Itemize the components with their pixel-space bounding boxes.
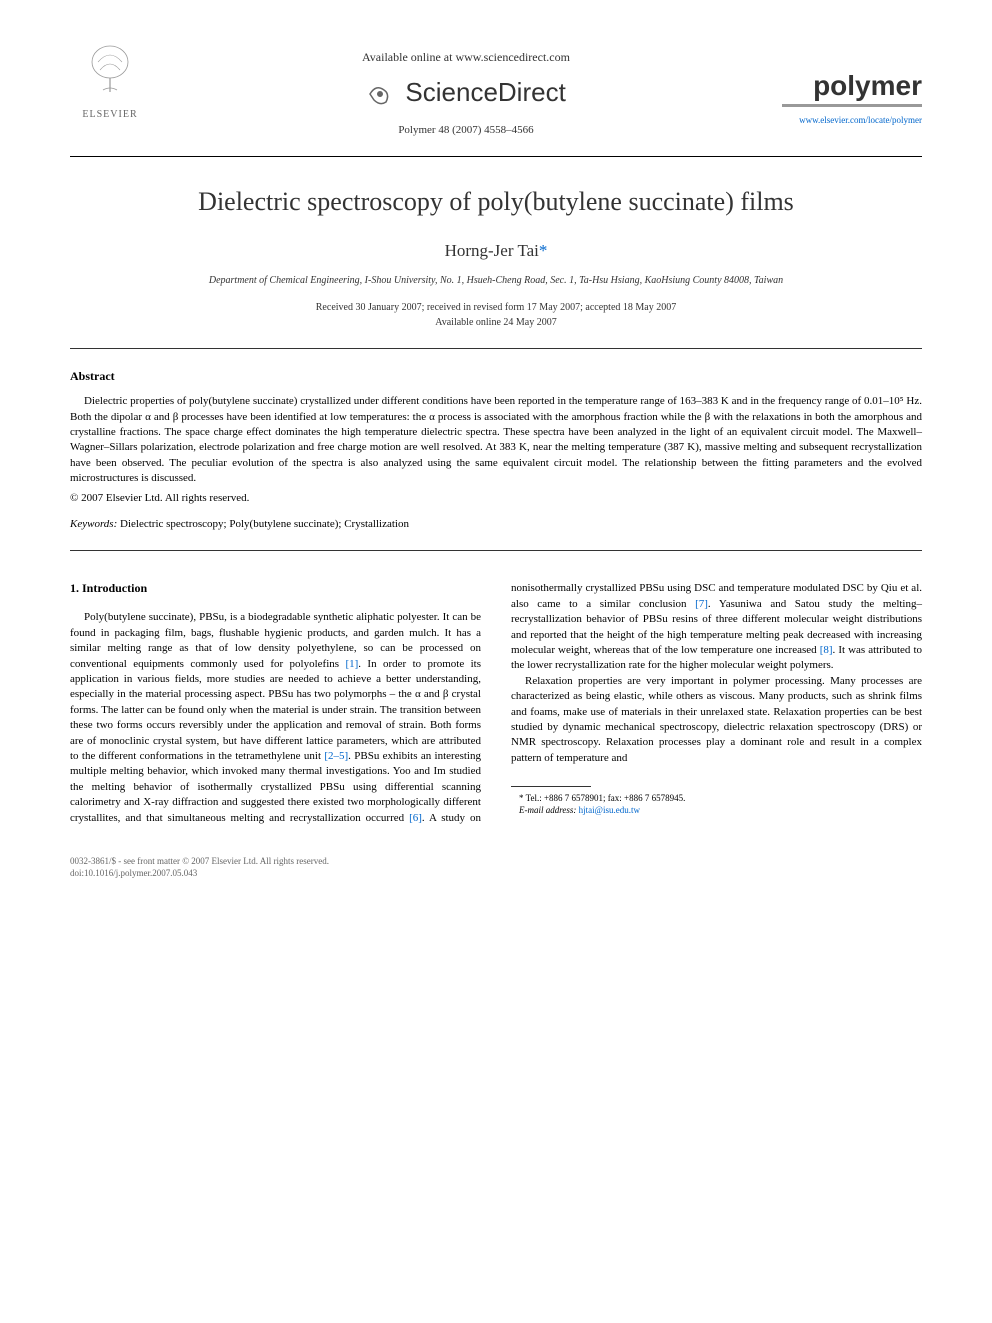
keywords-line: Keywords: Dielectric spectroscopy; Poly(… (70, 518, 922, 530)
issn-line: 0032-3861/$ - see front matter © 2007 El… (70, 856, 329, 868)
ref-link-2-5[interactable]: [2–5] (324, 750, 348, 762)
journal-name: polymer (782, 70, 922, 102)
footnote-separator (511, 786, 591, 787)
ref-link-7[interactable]: [7] (695, 598, 708, 610)
doi-block: 0032-3861/$ - see front matter © 2007 El… (70, 856, 329, 879)
article-title: Dielectric spectroscopy of poly(butylene… (70, 187, 922, 217)
ref-link-1[interactable]: [1] (345, 658, 358, 670)
elsevier-logo: ELSEVIER (70, 40, 150, 120)
abstract-bottom-divider (70, 550, 922, 551)
elsevier-label: ELSEVIER (70, 109, 150, 120)
footnote-email-line: E-mail address: hjtai@isu.edu.tw (511, 805, 922, 817)
doi-line: doi:10.1016/j.polymer.2007.05.043 (70, 868, 329, 880)
received-dates: Received 30 January 2007; received in re… (70, 302, 922, 313)
online-date: Available online 24 May 2007 (70, 317, 922, 328)
citation-text: Polymer 48 (2007) 4558–4566 (150, 124, 782, 136)
intro-heading: 1. Introduction (70, 581, 481, 596)
author-name: Horng-Jer Tai (445, 241, 539, 260)
sciencedirect-text: ScienceDirect (405, 77, 565, 107)
abstract-heading: Abstract (70, 369, 922, 384)
journal-logo: polymer www.elsevier.com/locate/polymer (782, 40, 922, 125)
intro-text-b: . In order to promote its application in… (70, 658, 481, 762)
sciencedirect-logo: ScienceDirect (150, 77, 782, 108)
affiliation: Department of Chemical Engineering, I-Sh… (70, 275, 922, 286)
abstract-copyright: © 2007 Elsevier Ltd. All rights reserved… (70, 492, 922, 504)
journal-bar (782, 104, 922, 107)
sciencedirect-icon (366, 80, 394, 108)
footnote-email-label: E-mail address: (519, 805, 576, 815)
elsevier-tree-icon (70, 40, 150, 109)
available-online-text: Available online at www.sciencedirect.co… (150, 50, 782, 65)
abstract-top-divider (70, 348, 922, 349)
footnote-tel: * Tel.: +886 7 6578901; fax: +886 7 6578… (511, 793, 922, 805)
body-columns: 1. Introduction Poly(butylene succinate)… (70, 581, 922, 825)
author-marker: * (539, 241, 548, 260)
journal-url[interactable]: www.elsevier.com/locate/polymer (782, 115, 922, 125)
keywords-label: Keywords: (70, 518, 117, 530)
footer-row: 0032-3861/$ - see front matter © 2007 El… (70, 856, 922, 879)
ref-link-8[interactable]: [8] (820, 644, 833, 656)
top-divider (70, 156, 922, 157)
author-line: Horng-Jer Tai* (70, 241, 922, 261)
footnote-email[interactable]: hjtai@isu.edu.tw (579, 805, 640, 815)
keywords-text: Dielectric spectroscopy; Poly(butylene s… (120, 518, 409, 530)
abstract-text: Dielectric properties of poly(butylene s… (70, 394, 922, 486)
center-header: Available online at www.sciencedirect.co… (150, 40, 782, 136)
header-row: ELSEVIER Available online at www.science… (70, 40, 922, 136)
intro-para-2: Relaxation properties are very important… (511, 674, 922, 766)
ref-link-6[interactable]: [6] (409, 812, 422, 824)
